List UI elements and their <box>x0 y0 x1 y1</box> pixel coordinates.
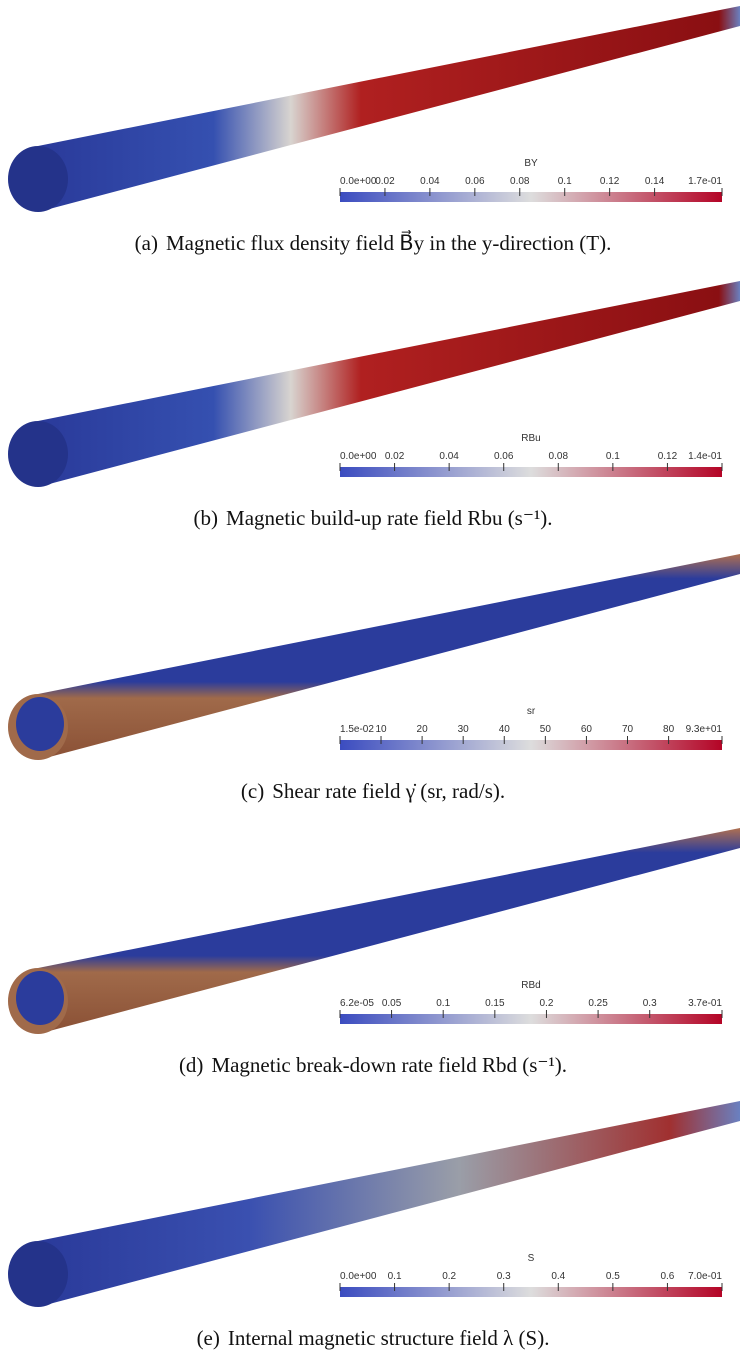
caption: (b) Magnetic build-up rate field Rbu (s⁻¹… <box>194 506 553 530</box>
colorbar <box>340 192 722 202</box>
tick-label: 0.5 <box>606 1271 620 1282</box>
caption-text: Shear rate field γ̇ (sr, rad/s). <box>272 779 505 803</box>
tick-label: 0.08 <box>549 451 569 462</box>
tick-label: 0.0e+00 <box>340 451 377 462</box>
tick-label: 0.15 <box>485 998 505 1009</box>
caption-text: Magnetic build-up rate field Rbu (s⁻¹). <box>226 506 552 530</box>
pipe <box>38 281 740 487</box>
colorbar <box>340 1287 722 1297</box>
tick-label: 0.0e+00 <box>340 1271 377 1282</box>
tick-label: 50 <box>540 724 552 735</box>
tick-label: 0.02 <box>385 451 405 462</box>
colorbar <box>340 740 722 750</box>
panel: BY 0.0e+000.02 0.04 0.06 0.08 0.1 0.12 0.14 1.7e… <box>8 6 740 255</box>
caption-label: (a) <box>135 231 158 255</box>
panel: RBd 6.2e-05 0.05 0.1 0.15 0.2 0.25 0.3 3.7e-01 (d… <box>8 828 740 1077</box>
pipe <box>38 6 740 212</box>
tick-label: 3.7e-01 <box>688 998 722 1009</box>
panel: sr 1.5e-02 10 20 30 40 50 60 70 80 9.3e+01 (c) Shear… <box>8 554 740 803</box>
caption: (e) Internal magnetic structure field λ (… <box>197 1326 550 1350</box>
tick-label: 0.0e+00 <box>340 176 377 187</box>
tick-label: 30 <box>458 724 470 735</box>
colorbar-title: BY <box>524 158 538 169</box>
colorbar-title: S <box>528 1253 535 1264</box>
caption: (d) Magnetic break-down rate field Rbd (s… <box>179 1053 567 1077</box>
caption-text: Internal magnetic structure field λ (S). <box>228 1326 550 1350</box>
tick-label: 0.2 <box>442 1271 456 1282</box>
tick-label: 80 <box>663 724 675 735</box>
pipe <box>38 554 740 760</box>
pipe <box>38 1101 740 1307</box>
tick-label: 0.04 <box>439 451 459 462</box>
tick-label: 0.04 <box>420 176 440 187</box>
tick-label: 0.08 <box>510 176 530 187</box>
tick-label: 20 <box>417 724 429 735</box>
tick-label: 6.2e-05 <box>340 998 374 1009</box>
tick-label: 7.0e-01 <box>688 1271 722 1282</box>
tick-label: 1.5e-02 <box>340 724 374 735</box>
tick-label: 0.06 <box>465 176 485 187</box>
tick-label: 0.3 <box>643 998 657 1009</box>
caption: (c) Shear rate field γ̇ (sr, rad/s). <box>241 779 505 803</box>
tick-label: 40 <box>499 724 511 735</box>
tick-label: 0.06 <box>494 451 514 462</box>
tick-label: 0.6 <box>660 1271 674 1282</box>
panel: S 0.0e+00 0.1 0.2 0.3 0.4 0.5 0.6 7.0e-01 (e) Inte… <box>8 1101 740 1350</box>
tick-label: 0.12 <box>658 451 678 462</box>
tick-label: 9.3e+01 <box>686 724 723 735</box>
tick-label: 70 <box>622 724 634 735</box>
pipe-inner <box>16 971 64 1025</box>
tick-label: 0.1 <box>436 998 450 1009</box>
tick-label: 0.1 <box>606 451 620 462</box>
caption-label: (d) <box>179 1053 204 1077</box>
tick-label: 10 <box>375 724 387 735</box>
tick-label: 0.25 <box>588 998 608 1009</box>
caption-text: Magnetic flux density field B⃗y in the y… <box>166 230 611 255</box>
colorbar-title: RBu <box>521 433 540 444</box>
tick-label: 0.14 <box>645 176 665 187</box>
tick-label: 0.1 <box>388 1271 402 1282</box>
colorbar <box>340 1014 722 1024</box>
pipe-end <box>8 146 68 212</box>
tick-label: 0.2 <box>540 998 554 1009</box>
pipe-end <box>8 421 68 487</box>
tick-label: 1.4e-01 <box>688 451 722 462</box>
panel: RBu 0.0e+00 0.02 0.04 0.06 0.08 0.1 0.12 1.4e-01… <box>8 281 740 530</box>
tick-label: 0.05 <box>382 998 402 1009</box>
tick-label: 0.1 <box>558 176 572 187</box>
caption: (a) Magnetic flux density field B⃗y in th… <box>135 230 612 255</box>
tick-label: 0.12 <box>600 176 620 187</box>
caption-text: Magnetic break-down rate field Rbd (s⁻¹)… <box>211 1053 567 1077</box>
caption-label: (e) <box>197 1326 220 1350</box>
pipe-inner <box>16 697 64 751</box>
colorbar-title: sr <box>527 706 536 717</box>
caption-label: (c) <box>241 779 264 803</box>
pipe <box>38 828 740 1034</box>
colorbar <box>340 467 722 477</box>
tick-label: 60 <box>581 724 593 735</box>
tick-label: 0.3 <box>497 1271 511 1282</box>
caption-label: (b) <box>194 506 219 530</box>
tick-label: 0.4 <box>551 1271 565 1282</box>
colorbar-title: RBd <box>521 980 540 991</box>
tick-label: 1.7e-01 <box>688 176 722 187</box>
pipe-end <box>8 1241 68 1307</box>
tick-label: 0.02 <box>375 176 395 187</box>
